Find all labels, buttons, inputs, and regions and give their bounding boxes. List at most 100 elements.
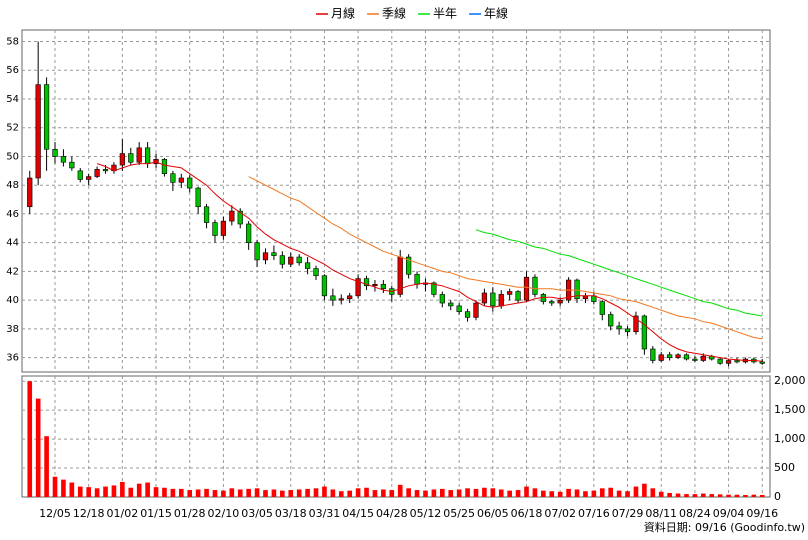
candle-body <box>313 268 319 277</box>
volume-bar <box>347 490 353 497</box>
candle-body <box>304 262 311 269</box>
candle-body <box>288 256 294 265</box>
x-tick-label: 03/05 <box>241 507 273 520</box>
candle-body <box>608 314 614 327</box>
volume-bar <box>364 487 369 497</box>
y-tick-label: 44 <box>6 238 19 249</box>
volume-bar <box>271 489 277 497</box>
candle-body <box>237 210 243 225</box>
volume-bar <box>650 488 656 497</box>
candle-body <box>481 292 488 304</box>
x-tick-label: 07/29 <box>612 507 644 520</box>
candle-body <box>229 210 235 222</box>
volume-bar <box>69 482 75 497</box>
volume-bar <box>616 490 622 497</box>
candle-body <box>549 301 555 304</box>
x-tick-label: 07/02 <box>544 507 576 520</box>
volume-bar <box>103 486 108 497</box>
x-tick-label: 09/04 <box>713 507 745 520</box>
candle-body <box>498 294 504 307</box>
legend-label: 季線 <box>382 6 406 21</box>
y-tick-label: 54 <box>6 94 19 105</box>
candle-body <box>683 354 690 360</box>
volume-bar <box>566 488 571 497</box>
ma-line <box>96 161 763 362</box>
volume-bar <box>717 494 723 497</box>
volume-bar <box>86 487 91 497</box>
volume-bar <box>625 491 630 497</box>
x-tick-label: 05/12 <box>410 507 442 520</box>
volume-bar <box>759 494 765 497</box>
candle-body <box>220 220 227 236</box>
volume-bar <box>507 490 512 497</box>
candle-body <box>94 169 100 177</box>
volume-bar <box>490 488 496 497</box>
volume-bar <box>549 491 555 497</box>
x-tick-label: 04/15 <box>342 507 374 520</box>
y2-tick-label: 1,000 <box>774 432 806 445</box>
footer: 資料日期: 09/16 (Goodinfo.tw) <box>644 520 805 534</box>
x-tick-label: 09/16 <box>746 507 778 520</box>
candle-body <box>187 177 193 189</box>
candle-body <box>574 279 580 300</box>
plot-frame <box>21 29 771 373</box>
volume-bar <box>389 490 395 497</box>
x-tick-label: 04/28 <box>376 507 408 520</box>
volume-bar <box>52 476 58 497</box>
candle-body <box>77 170 83 180</box>
volume-bar <box>642 483 647 497</box>
x-tick-label: 02/10 <box>208 507 240 520</box>
y2-tick-label: 0 <box>774 490 781 503</box>
volume-bar <box>153 487 159 497</box>
candle-body <box>675 354 681 358</box>
candle-body <box>372 284 378 287</box>
y-tick-label: 38 <box>6 324 19 335</box>
volume-bar <box>288 490 294 497</box>
volume-bar <box>684 494 689 497</box>
volume-bar <box>608 487 614 497</box>
x-tick-label: 08/11 <box>645 507 677 520</box>
candle-body <box>406 256 412 275</box>
volume-bar <box>195 489 201 497</box>
volume-bar <box>448 490 454 497</box>
candle-body <box>380 284 386 289</box>
candle-body <box>633 315 639 333</box>
candle-body <box>43 84 50 150</box>
y-tick-label: 46 <box>6 209 19 220</box>
candle-body <box>532 276 538 295</box>
candle-body <box>507 291 513 295</box>
candle-body <box>650 348 656 361</box>
candle-body <box>212 222 218 236</box>
y-tick-label: 48 <box>6 180 19 191</box>
candle-body <box>717 358 723 364</box>
y-tick-label: 50 <box>6 151 19 162</box>
y2-tick-label: 2,000 <box>774 374 806 387</box>
volume-bar <box>296 489 302 497</box>
volume-bar <box>178 488 184 497</box>
volume-bar <box>229 488 235 497</box>
volume-bar <box>322 486 327 497</box>
volume-bar <box>254 488 260 497</box>
volume-bar <box>591 490 597 497</box>
candle-body <box>254 242 260 261</box>
candle-body <box>431 282 437 295</box>
volume-bar <box>431 489 437 497</box>
volume-bar <box>541 490 546 497</box>
y-tick-label: 42 <box>6 266 19 277</box>
candle-body <box>624 328 631 333</box>
candle-body <box>641 315 647 350</box>
volume-bar <box>633 486 639 497</box>
candle-body <box>69 161 75 169</box>
volume-bar <box>524 486 529 497</box>
volume-bar <box>305 488 310 497</box>
volume-bar <box>414 490 420 497</box>
x-tick-label: 01/28 <box>174 507 206 520</box>
candle-body <box>321 275 328 297</box>
x-tick-label: 06/05 <box>477 507 509 520</box>
volume-bar <box>498 489 504 497</box>
candle-body <box>271 252 277 256</box>
volume-bar <box>658 491 664 497</box>
candle-body <box>203 206 210 223</box>
volume-bar <box>355 488 361 497</box>
